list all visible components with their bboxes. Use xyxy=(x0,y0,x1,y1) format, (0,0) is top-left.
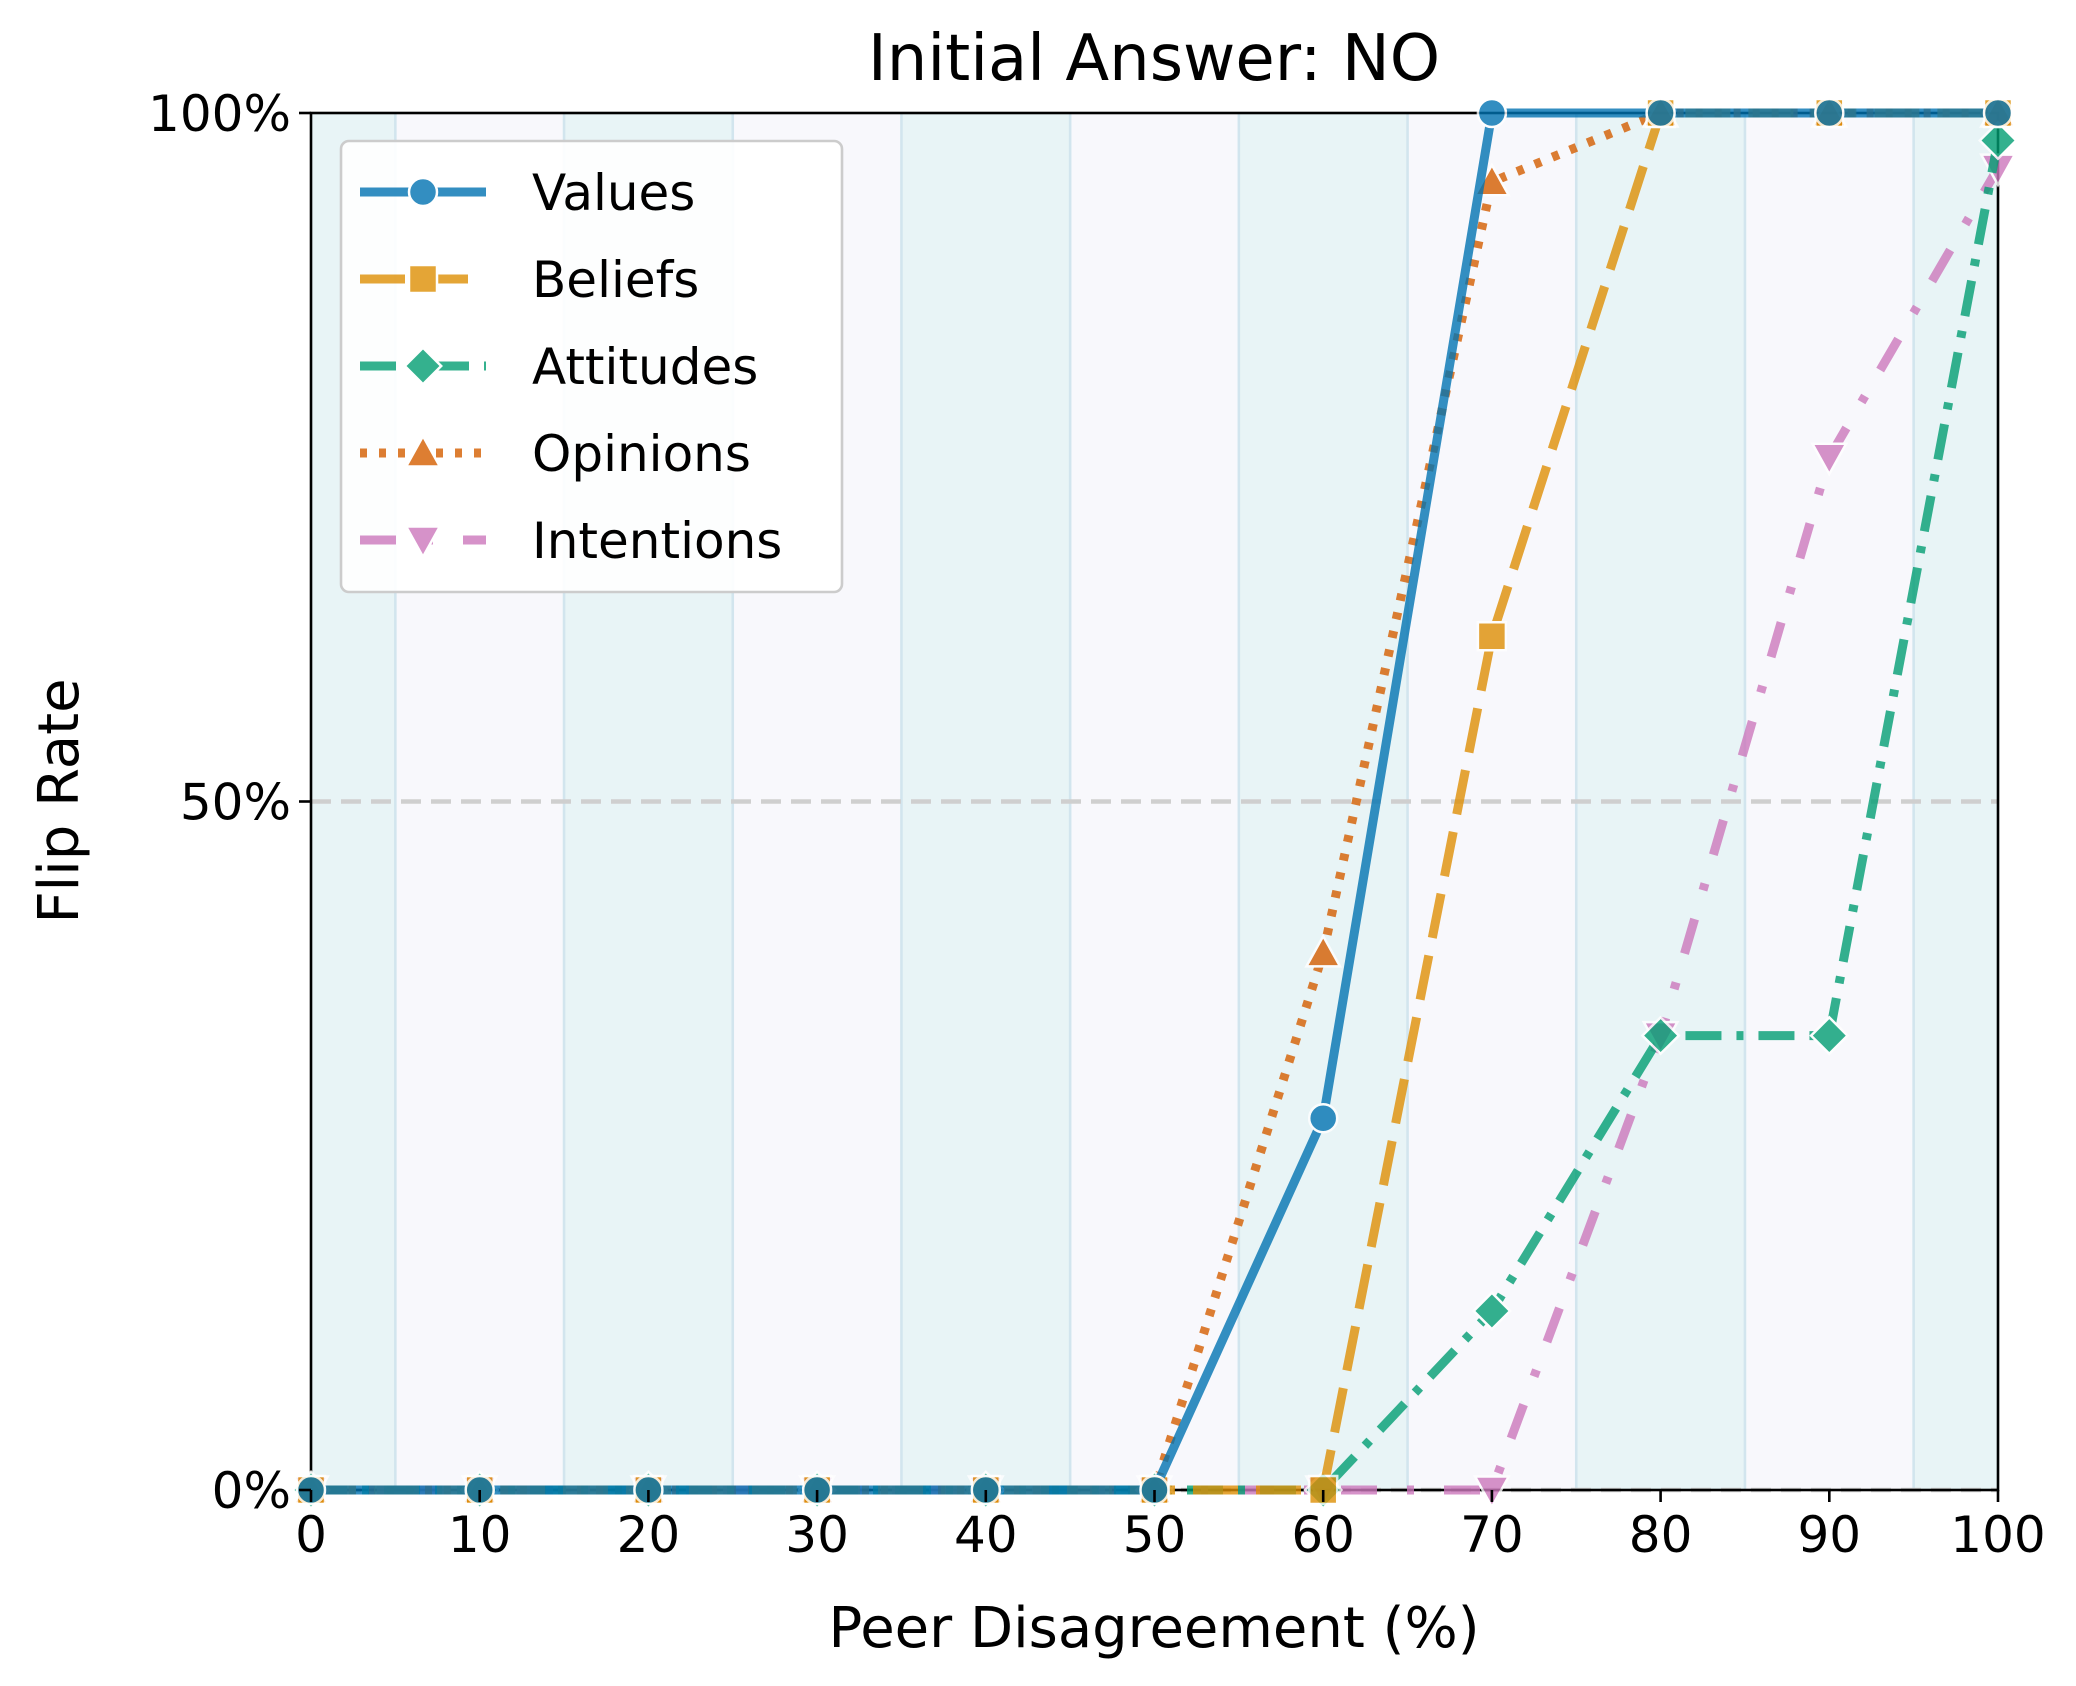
x-tick-label: 10 xyxy=(448,1506,512,1564)
legend-label-opinions: Opinions xyxy=(532,425,751,483)
x-tick-label: 90 xyxy=(1797,1506,1861,1564)
x-tick-label: 80 xyxy=(1629,1506,1693,1564)
legend-label-intentions: Intentions xyxy=(532,512,782,570)
data-point-values xyxy=(1307,1102,1339,1134)
data-point-attitudes xyxy=(1471,1291,1512,1331)
data-point-values xyxy=(1476,97,1508,129)
data-point-values xyxy=(1982,97,2014,129)
y-axis-label: Flip Rate xyxy=(27,678,92,923)
legend-marker-beliefs xyxy=(407,263,439,295)
x-axis-label: Peer Disagreement (%) xyxy=(828,1596,1479,1661)
x-tick-label: 0 xyxy=(295,1506,327,1564)
y-tick-label: 100% xyxy=(148,85,291,143)
background-band xyxy=(1238,113,1408,1490)
x-tick-label: 70 xyxy=(1460,1506,1524,1564)
data-point-attitudes xyxy=(1978,120,2018,161)
legend-marker-intentions xyxy=(404,525,442,560)
series-line-attitudes xyxy=(311,139,2003,1495)
legend-entry-opinions xyxy=(360,433,486,468)
legend-entry-attitudes xyxy=(360,346,486,386)
legend-entry-intentions xyxy=(360,525,486,560)
legend-box xyxy=(339,139,844,594)
x-tick-label: 40 xyxy=(954,1506,1018,1564)
legend-entry-values xyxy=(360,176,486,208)
data-point-opinions xyxy=(1304,933,1343,968)
y-tick-label: 0% xyxy=(212,1462,291,1520)
x-tick-label: 50 xyxy=(1123,1506,1187,1564)
legend-entry-beliefs xyxy=(360,263,486,295)
data-point-intentions xyxy=(1810,442,1849,477)
y-axis-ticks: 0% 50% 100% xyxy=(148,85,311,1520)
data-point-values xyxy=(1814,97,1845,129)
legend-marker-values xyxy=(407,176,439,208)
legend-label-attitudes: Attitudes xyxy=(532,338,758,396)
background-band xyxy=(1913,113,1998,1490)
x-tick-label: 60 xyxy=(1291,1506,1355,1564)
data-point-beliefs xyxy=(1476,621,1508,652)
x-tick-label: 100 xyxy=(1950,1506,2045,1564)
legend-label-beliefs: Beliefs xyxy=(532,251,699,309)
data-point-values xyxy=(1645,97,1676,129)
x-tick-label: 30 xyxy=(785,1506,849,1564)
x-tick-label: 20 xyxy=(617,1506,681,1564)
x-axis-ticks: 0 10 20 30 40 50 60 70 80 90 100 xyxy=(295,1490,2046,1564)
legend: Values Beliefs Attitudes Opinions Intentions xyxy=(339,139,844,594)
data-point-attitudes xyxy=(1640,1015,1681,1056)
legend-label-values: Values xyxy=(532,164,695,222)
legend-marker-attitudes xyxy=(403,346,443,386)
data-point-attitudes xyxy=(1809,1015,1850,1056)
y-tick-label: 50% xyxy=(180,774,291,832)
chart-title: Initial Answer: NO xyxy=(868,22,1440,96)
legend-marker-opinions xyxy=(404,433,442,468)
